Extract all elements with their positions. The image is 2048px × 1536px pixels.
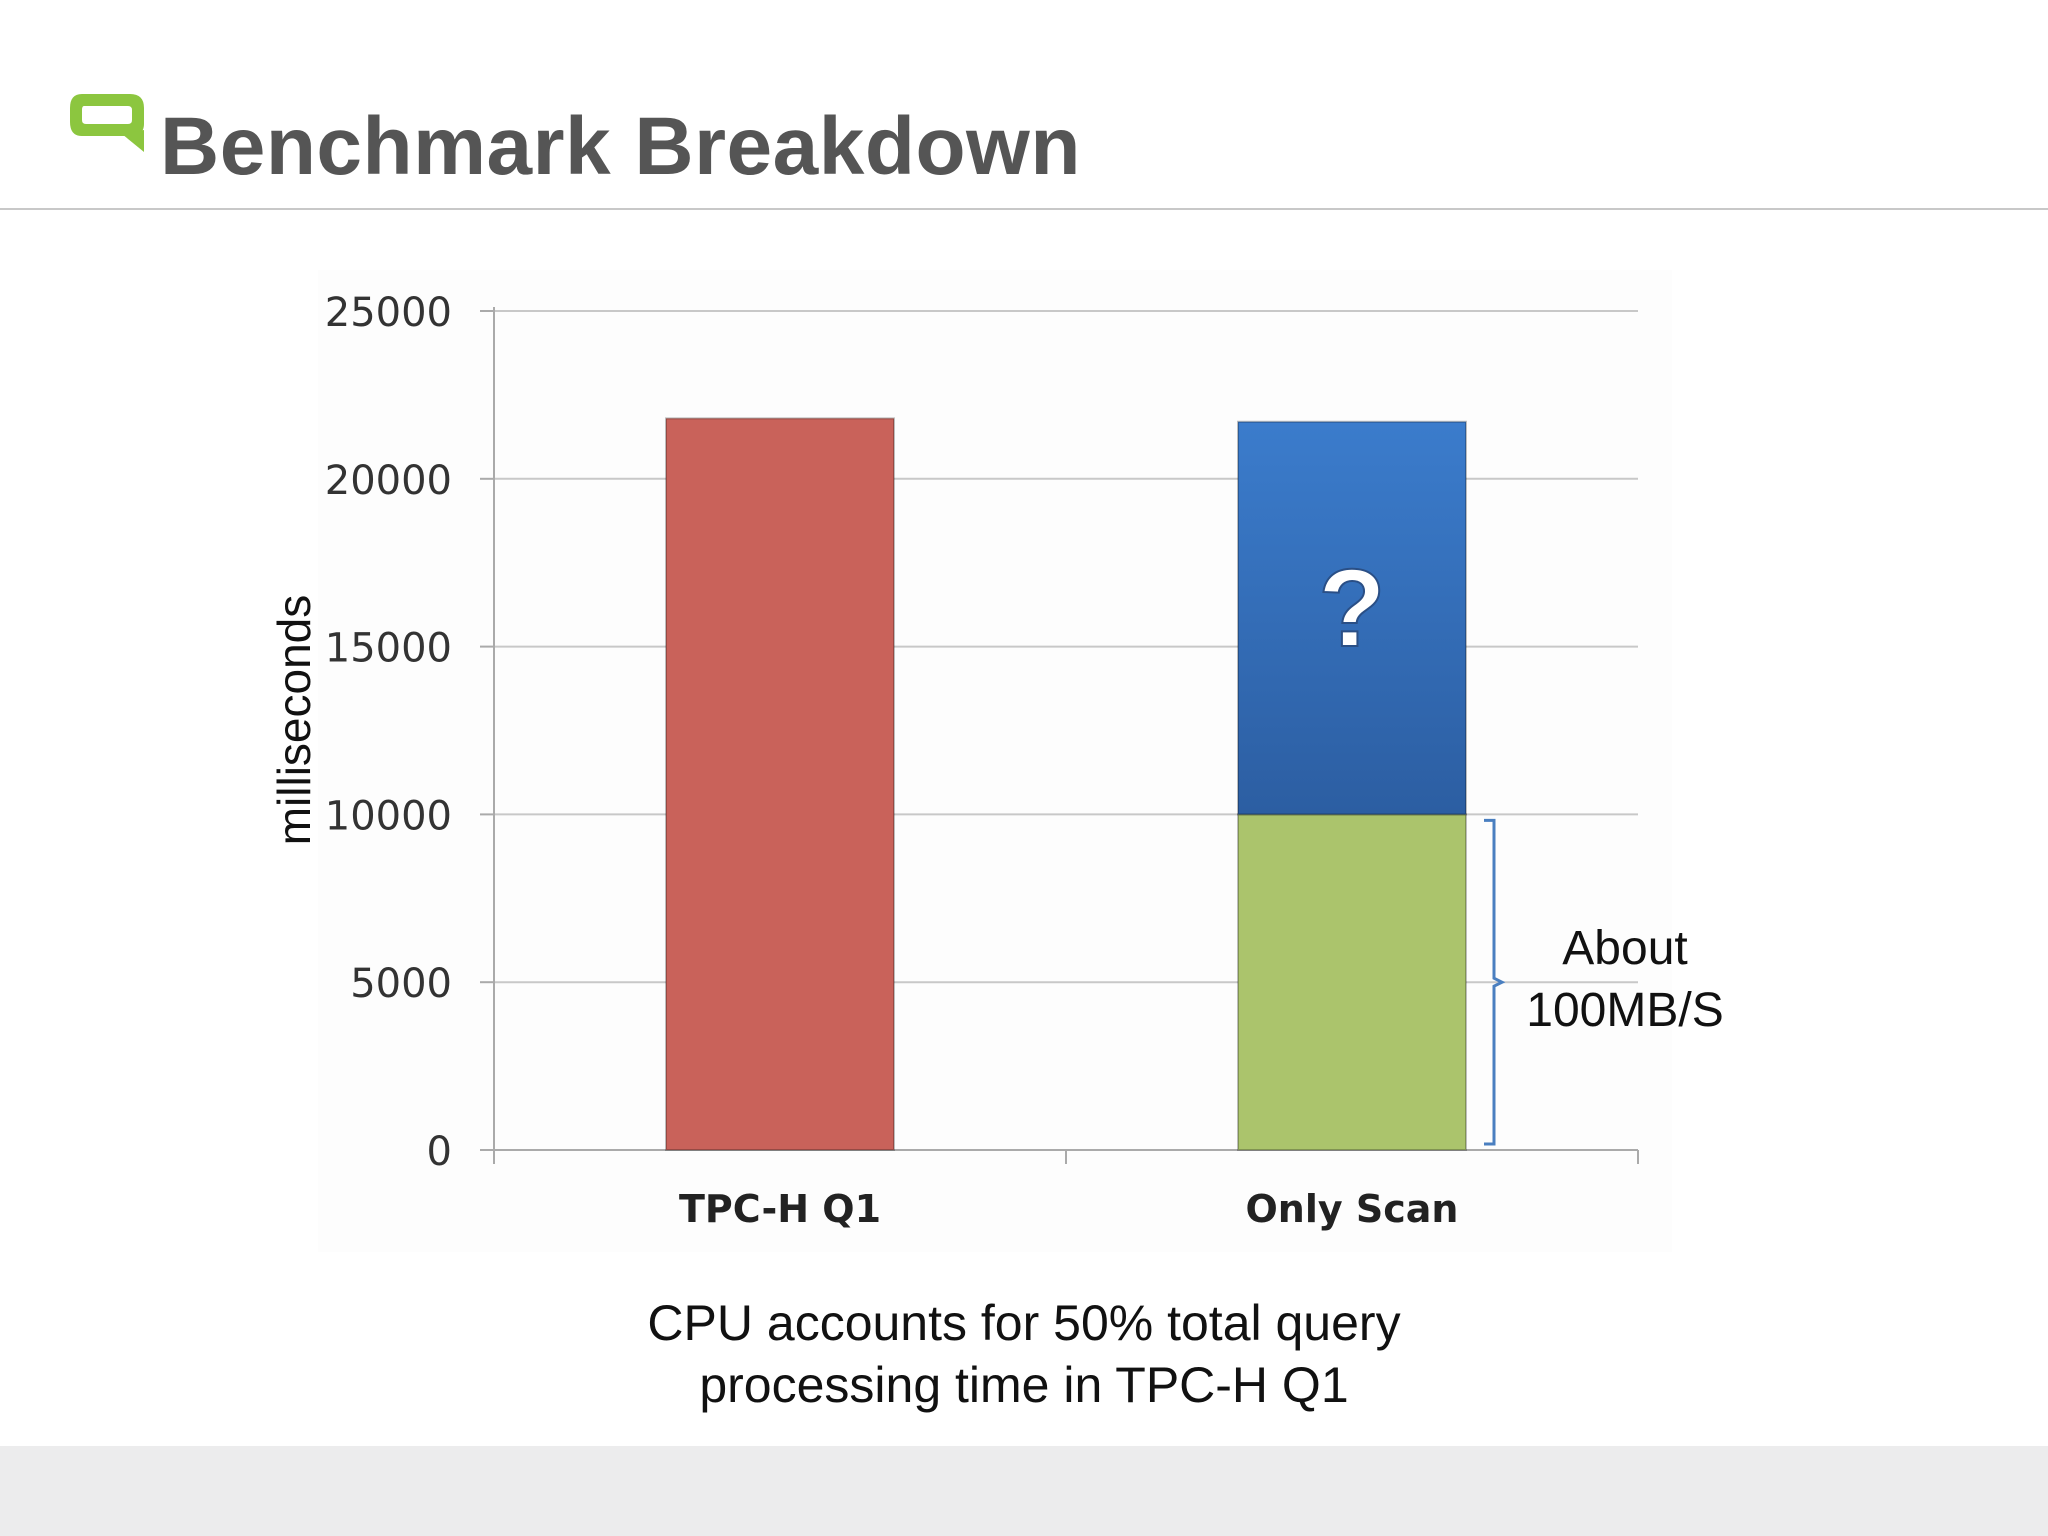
title-divider [0,208,2048,210]
y-tick-label: 0 [427,1129,452,1175]
bracket-annotation: About 100MB/S [1510,918,1740,1042]
bar-tpch-q1 [665,417,895,1151]
caption-line-1: CPU accounts for 50% total query [647,1295,1401,1351]
scan-bracket [1484,818,1506,1146]
y-tick-label: 10000 [325,793,452,839]
page-title: Benchmark Breakdown [160,101,1081,192]
bracket-annotation-line2: 100MB/S [1526,984,1724,1037]
y-tick-label: 25000 [325,290,452,336]
x-tick-label: Only Scan [1246,1187,1459,1231]
x-tick-label: TPC-H Q1 [679,1187,881,1231]
bracket-annotation-line1: About [1562,922,1688,975]
bar-only-scan-unknown [1237,420,1467,816]
y-tick-label: 15000 [325,626,452,672]
footer-band [0,1446,2048,1536]
y-axis-label: milliseconds [268,594,320,846]
y-tick-label: 20000 [325,458,452,504]
slide-caption: CPU accounts for 50% total query process… [524,1292,1524,1416]
y-tick-label: 5000 [350,961,452,1007]
bar-only-scan-scan [1237,813,1467,1152]
caption-line-2: processing time in TPC-H Q1 [699,1357,1349,1413]
logo-icon [70,94,144,152]
question-mark-label: ? [1318,547,1385,670]
